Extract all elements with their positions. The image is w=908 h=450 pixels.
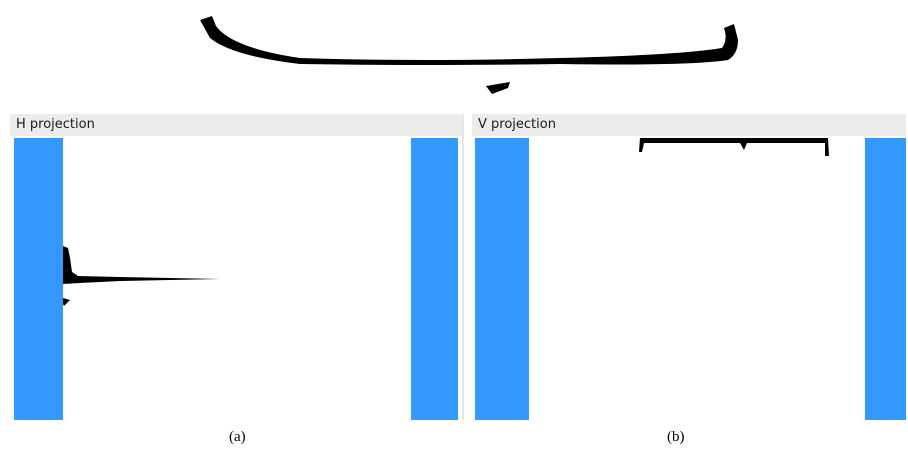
caption-b: (b) [667, 429, 685, 445]
source-glyph-image [200, 16, 738, 94]
panel-header: H projection [10, 114, 462, 136]
h-projection-panel: H projection [10, 114, 464, 420]
right-blue-bar [411, 138, 458, 420]
left-blue-bar [475, 138, 529, 420]
panel-title: V projection [478, 117, 556, 132]
v-projection-plot [472, 138, 906, 420]
v-projection-panel: V projection [472, 114, 906, 420]
h-projection-plot [10, 138, 462, 420]
caption-a: (a) [229, 429, 246, 445]
panel-header: V projection [472, 114, 906, 136]
right-blue-bar [865, 138, 906, 420]
v-projection-profile [639, 138, 829, 156]
panel-title: H projection [16, 117, 95, 132]
left-blue-bar [14, 138, 63, 420]
h-projection-profile [63, 246, 220, 306]
